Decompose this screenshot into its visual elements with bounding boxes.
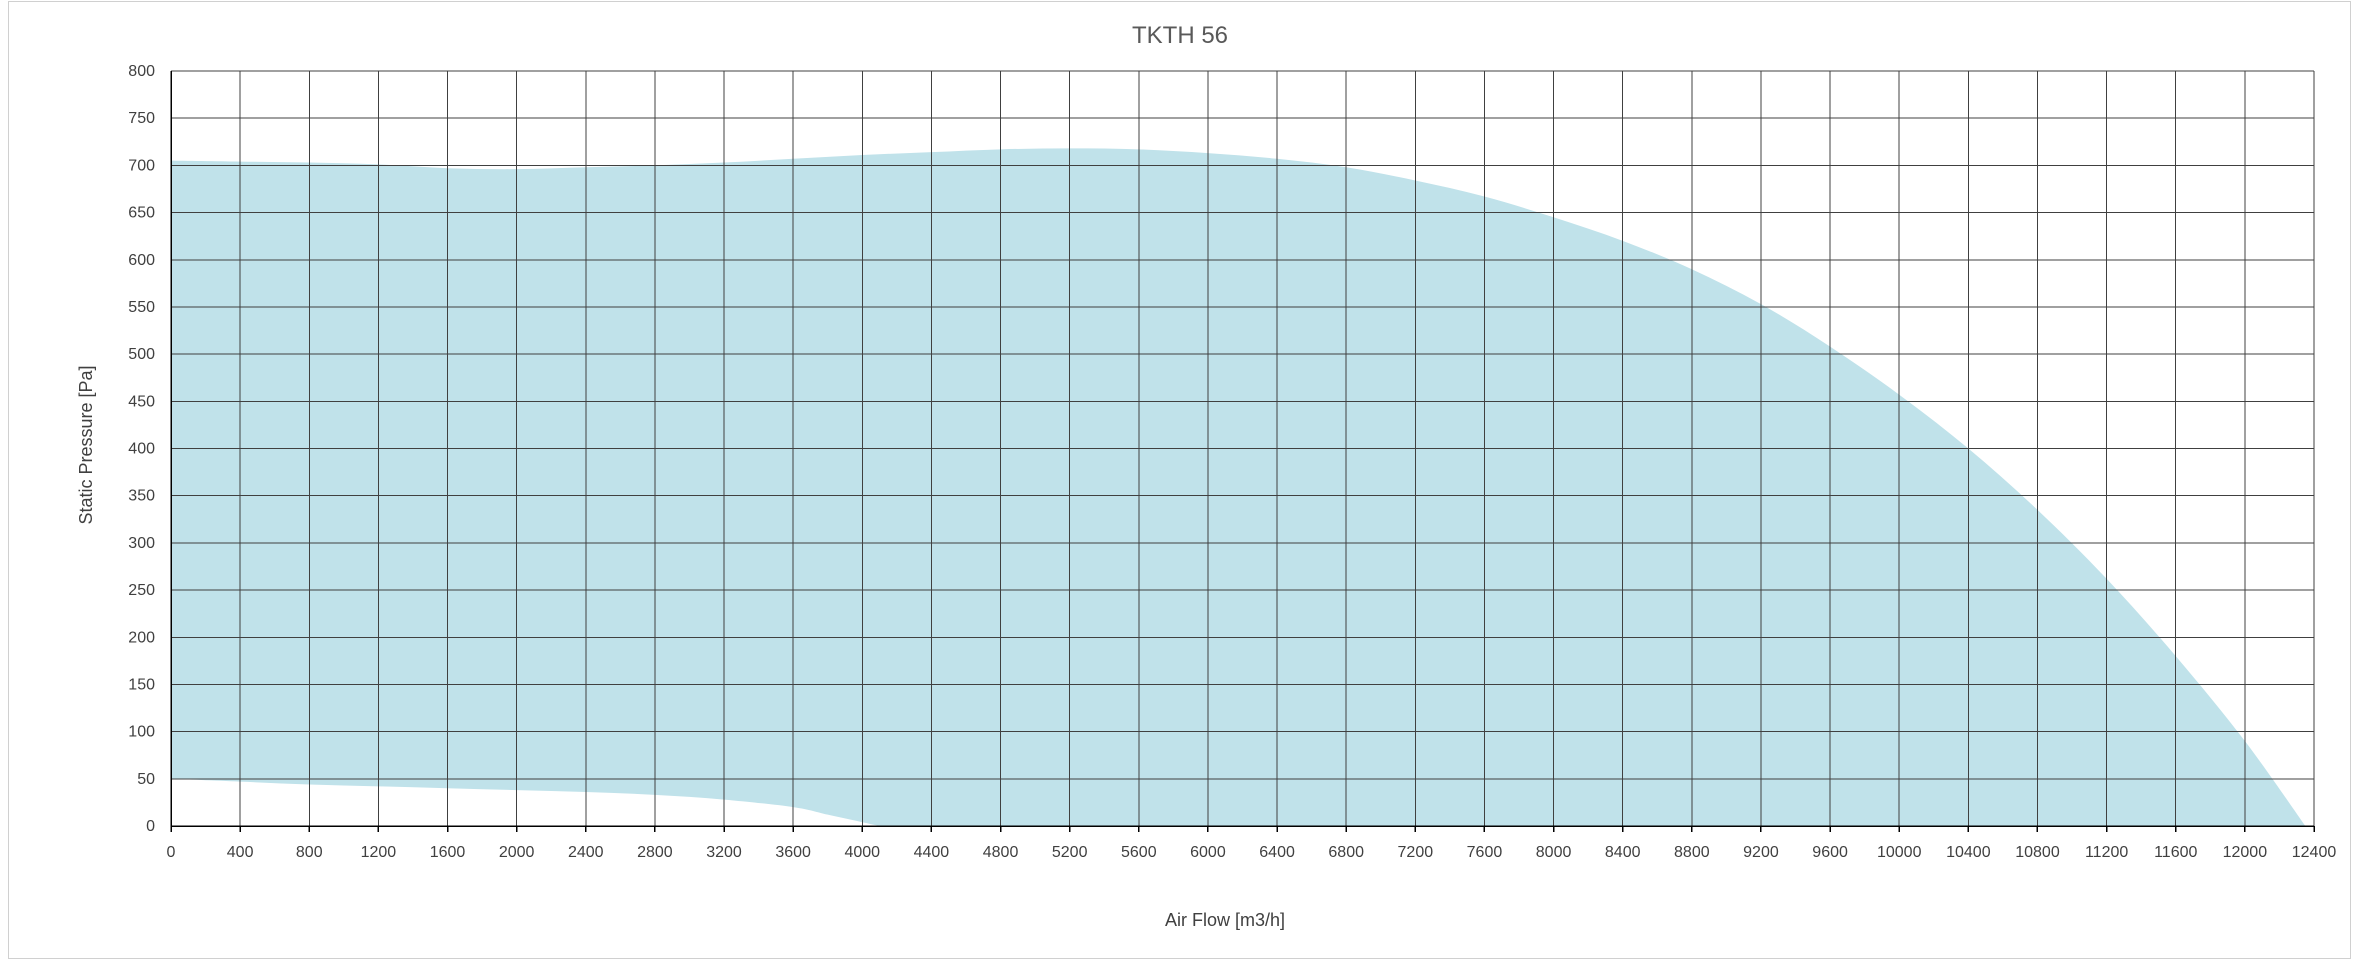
x-tick-label: 4000 — [844, 844, 880, 861]
y-tick-label: 200 — [128, 629, 155, 646]
x-tick-label: 4400 — [914, 844, 950, 861]
x-tick-label: 7600 — [1467, 844, 1503, 861]
y-tick-label: 100 — [128, 724, 155, 741]
x-tick-label: 5200 — [1052, 844, 1088, 861]
x-tick-label: 6400 — [1259, 844, 1295, 861]
y-tick-label: 0 — [146, 818, 155, 835]
y-tick-label: 600 — [128, 252, 155, 269]
x-tick-label: 9200 — [1743, 844, 1779, 861]
x-tick-label: 8800 — [1674, 844, 1710, 861]
x-tick-label: 6800 — [1328, 844, 1364, 861]
x-tick-label: 11600 — [2154, 844, 2197, 861]
x-tick-label: 800 — [296, 844, 323, 861]
y-tick-label: 300 — [128, 535, 155, 552]
y-tick-label: 150 — [128, 676, 155, 693]
axis-layer — [170, 71, 2315, 832]
x-tick-label: 3600 — [775, 844, 811, 861]
x-tick-label: 10800 — [2015, 844, 2060, 861]
y-tick-label: 650 — [128, 205, 155, 222]
x-tick-label: 1200 — [361, 844, 397, 861]
x-tick-label: 4800 — [983, 844, 1019, 861]
y-tick-label: 750 — [128, 110, 155, 127]
x-tick-label: 7200 — [1398, 844, 1434, 861]
y-tick-label: 500 — [128, 346, 155, 363]
y-tick-label: 350 — [128, 488, 155, 505]
y-axis-title: Static Pressure [Pa] — [76, 365, 96, 524]
y-tick-label: 550 — [128, 299, 155, 316]
y-tick-label: 450 — [128, 393, 155, 410]
y-tick-labels: 0 50 100 150 200 250 300 350 400 450 500 550 600 650 7… — [128, 63, 155, 835]
x-tick-label: 12400 — [2292, 844, 2337, 861]
x-tick-label: 1600 — [430, 844, 466, 861]
operating-area-layer — [171, 148, 2306, 826]
x-tick-label: 2400 — [568, 844, 604, 861]
x-tick-label: 8000 — [1536, 844, 1572, 861]
x-tick-label: 10000 — [1877, 844, 1922, 861]
x-axis-title: Air Flow [m3/h] — [1165, 910, 1285, 930]
y-tick-label: 50 — [137, 771, 155, 788]
x-tick-label: 5600 — [1121, 844, 1157, 861]
y-tick-label: 700 — [128, 157, 155, 174]
x-tick-labels: 0 400 800 1200 1600 2000 2400 2800 3200 3600 4000 4… — [167, 844, 2337, 861]
x-tick-label: 6000 — [1190, 844, 1226, 861]
operating-area — [171, 148, 2306, 826]
x-tick-label: 3200 — [706, 844, 742, 861]
x-tick-label: 8400 — [1605, 844, 1641, 861]
x-tick-label: 11200 — [2085, 844, 2128, 861]
y-tick-label: 250 — [128, 582, 155, 599]
y-tick-label: 800 — [128, 63, 155, 80]
x-tick-label: 9600 — [1812, 844, 1848, 861]
chart-title: TKTH 56 — [1132, 22, 1228, 49]
x-tick-label: 400 — [227, 844, 254, 861]
x-tick-label: 10400 — [1946, 844, 1991, 861]
x-tick-label: 2000 — [499, 844, 535, 861]
y-tick-label: 400 — [128, 441, 155, 458]
x-tick-label: 2800 — [637, 844, 673, 861]
x-tick-label: 12000 — [2223, 844, 2268, 861]
x-tick-label: 0 — [167, 844, 176, 861]
